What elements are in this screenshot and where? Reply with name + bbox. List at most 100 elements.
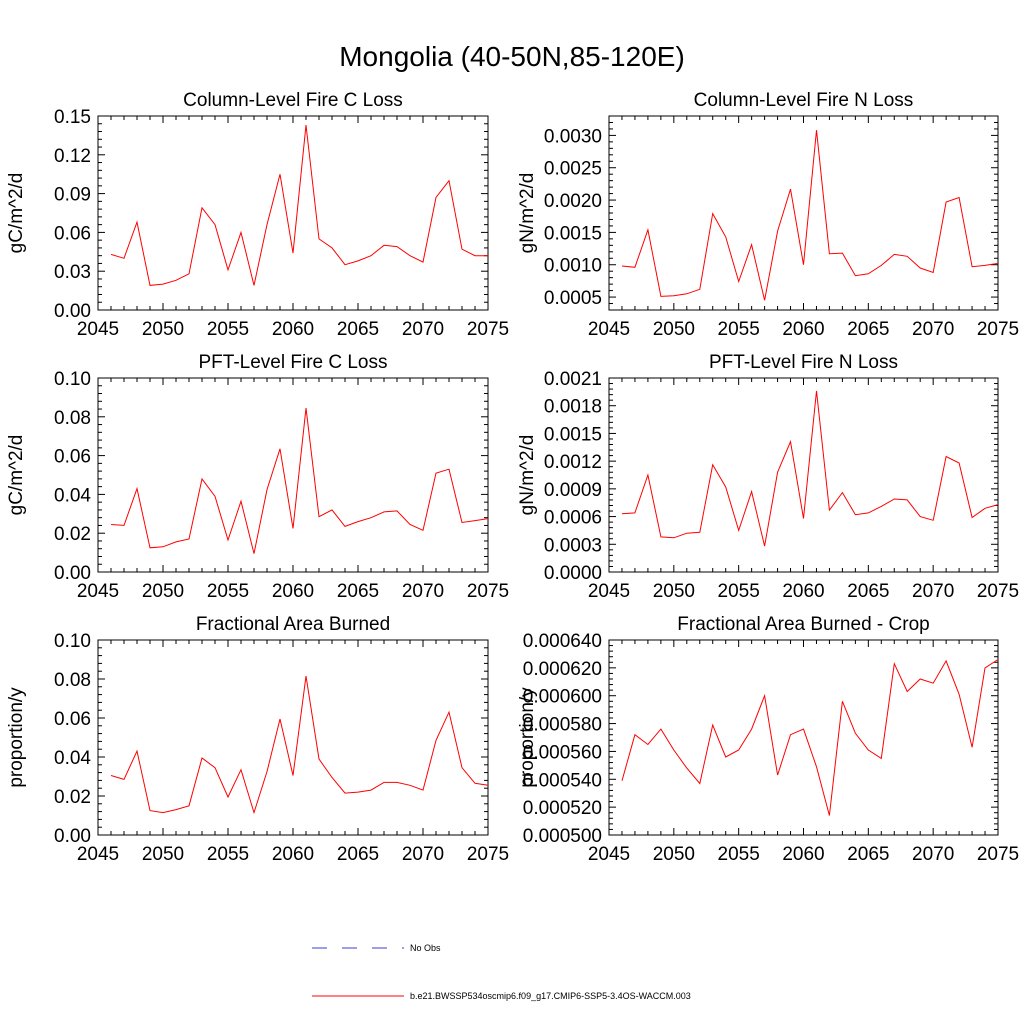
x-tick-label: 2060 xyxy=(782,844,824,865)
y-tick-label: 0.0030 xyxy=(544,126,602,147)
series-line xyxy=(110,125,488,286)
y-tick-label: 0.000620 xyxy=(523,659,602,680)
x-tick-label: 2055 xyxy=(207,319,249,340)
x-tick-label: 2050 xyxy=(142,319,184,340)
chart-panel: 2045 2050 2055 2060 2065 2070 2075 0.000500 0.00… xyxy=(517,614,1019,865)
y-tick-label: 0.06 xyxy=(54,709,91,730)
x-tick-label: 2065 xyxy=(337,844,379,865)
y-tick-label: 0.0012 xyxy=(544,452,602,473)
y-axis-label: proportion/y xyxy=(517,687,538,788)
y-tick-label: 0.00 xyxy=(54,301,91,322)
y-tick-label: 0.0020 xyxy=(544,191,602,212)
x-tick-label: 2075 xyxy=(467,581,509,602)
x-tick-label: 2060 xyxy=(782,581,824,602)
x-tick-label: 2070 xyxy=(912,319,954,340)
x-tick-label: 2050 xyxy=(653,581,695,602)
x-tick-label: 2055 xyxy=(207,844,249,865)
x-tick-label: 2075 xyxy=(977,319,1019,340)
y-tick-label: 0.08 xyxy=(54,670,91,691)
x-tick-label: 2065 xyxy=(847,844,889,865)
y-tick-label: 0.04 xyxy=(54,748,91,769)
y-tick-label: 0.000500 xyxy=(523,826,602,847)
y-tick-label: 0.000540 xyxy=(523,770,602,791)
plot-frame xyxy=(97,639,489,836)
series-line xyxy=(621,659,999,816)
x-tick-label: 2070 xyxy=(912,844,954,865)
chart-panel: 2045 2050 2055 2060 2065 2070 2075 0.00 0.02 0.04… xyxy=(6,352,509,602)
x-tick-label: 2060 xyxy=(272,319,314,340)
y-axis-label: gC/m^2/d xyxy=(6,435,27,516)
y-tick-label: 0.00 xyxy=(54,826,91,847)
x-tick-label: 2050 xyxy=(142,581,184,602)
y-tick-label: 0.08 xyxy=(54,408,91,429)
chart-panels: 2045 2050 2055 2060 2065 2070 2075 0.00 0.03 0.06… xyxy=(6,90,1019,865)
x-tick-label: 2075 xyxy=(467,844,509,865)
y-tick-label: 0.0025 xyxy=(544,159,602,180)
series-line xyxy=(621,130,999,301)
y-axis-label: gN/m^2/d xyxy=(517,173,538,254)
legend-obs-label: No Obs xyxy=(410,943,441,953)
y-tick-label: 0.10 xyxy=(54,631,91,652)
y-tick-label: 0.0003 xyxy=(544,535,602,556)
legend-model-label: b.e21.BWSSP534oscmip6.f09_g17.CMIP6-SSP5… xyxy=(410,991,691,1001)
y-tick-label: 0.0010 xyxy=(544,256,602,277)
x-tick-label: 2060 xyxy=(782,319,824,340)
legend: No Obs b.e21.BWSSP534oscmip6.f09_g17.CMI… xyxy=(312,943,691,1001)
x-tick-label: 2070 xyxy=(402,844,444,865)
y-tick-label: 0.06 xyxy=(54,223,91,244)
y-tick-label: 0.000600 xyxy=(523,687,602,708)
y-tick-label: 0.0018 xyxy=(544,397,602,418)
x-tick-label: 2050 xyxy=(142,844,184,865)
chart-panel: 2045 2050 2055 2060 2065 2070 2075 0.0000 0.0003… xyxy=(517,352,1019,602)
y-tick-label: 0.10 xyxy=(54,369,91,390)
panel-title: PFT-Level Fire N Loss xyxy=(709,352,898,373)
panel-title: Fractional Area Burned xyxy=(196,614,390,635)
x-tick-label: 2065 xyxy=(847,319,889,340)
y-tick-label: 0.02 xyxy=(54,524,91,545)
plot-frame xyxy=(608,377,999,573)
y-axis-label: gN/m^2/d xyxy=(517,435,538,516)
chart-panel: 2045 2050 2055 2060 2065 2070 2075 0.0005 0.0010… xyxy=(517,90,1019,340)
y-tick-label: 0.0021 xyxy=(544,369,602,390)
y-tick-label: 0.15 xyxy=(54,107,91,128)
series-line xyxy=(110,408,489,554)
panel-title: Column-Level Fire C Loss xyxy=(183,90,403,111)
x-tick-label: 2060 xyxy=(272,581,314,602)
series-line xyxy=(110,676,489,815)
x-tick-label: 2065 xyxy=(337,581,379,602)
x-tick-label: 2045 xyxy=(77,581,119,602)
x-tick-label: 2055 xyxy=(718,319,760,340)
plot-frame xyxy=(608,639,999,836)
y-axis-label: proportion/y xyxy=(6,687,27,788)
x-tick-label: 2070 xyxy=(402,581,444,602)
x-tick-label: 2050 xyxy=(653,844,695,865)
y-tick-label: 0.000520 xyxy=(523,798,602,819)
chart-panel: 2045 2050 2055 2060 2065 2070 2075 0.00 0.02 0.04… xyxy=(6,614,509,865)
y-tick-label: 0.06 xyxy=(54,447,91,468)
y-tick-label: 0.03 xyxy=(54,262,91,283)
x-tick-label: 2045 xyxy=(588,319,630,340)
panel-title: PFT-Level Fire C Loss xyxy=(199,352,388,373)
chart-panel: 2045 2050 2055 2060 2065 2070 2075 0.00 0.03 0.06… xyxy=(6,90,509,340)
x-tick-label: 2065 xyxy=(337,319,379,340)
y-tick-label: 0.09 xyxy=(54,185,91,206)
y-tick-label: 0.0006 xyxy=(544,508,602,529)
y-axis-label: gC/m^2/d xyxy=(6,173,27,254)
y-tick-label: 0.00 xyxy=(54,563,91,584)
x-tick-label: 2055 xyxy=(207,581,249,602)
x-tick-label: 2045 xyxy=(588,844,630,865)
y-tick-label: 0.000580 xyxy=(523,715,602,736)
x-tick-label: 2075 xyxy=(977,581,1019,602)
series-line xyxy=(621,390,999,547)
y-tick-label: 0.12 xyxy=(54,146,91,167)
y-tick-label: 0.02 xyxy=(54,787,91,808)
y-tick-label: 0.000560 xyxy=(523,742,602,763)
x-tick-label: 2065 xyxy=(847,581,889,602)
y-tick-label: 0.0000 xyxy=(544,563,602,584)
y-tick-label: 0.04 xyxy=(54,485,91,506)
x-tick-label: 2075 xyxy=(467,319,509,340)
panel-title: Fractional Area Burned - Crop xyxy=(677,614,929,635)
x-tick-label: 2045 xyxy=(588,581,630,602)
plot-frame xyxy=(608,115,999,311)
x-tick-label: 2075 xyxy=(977,844,1019,865)
